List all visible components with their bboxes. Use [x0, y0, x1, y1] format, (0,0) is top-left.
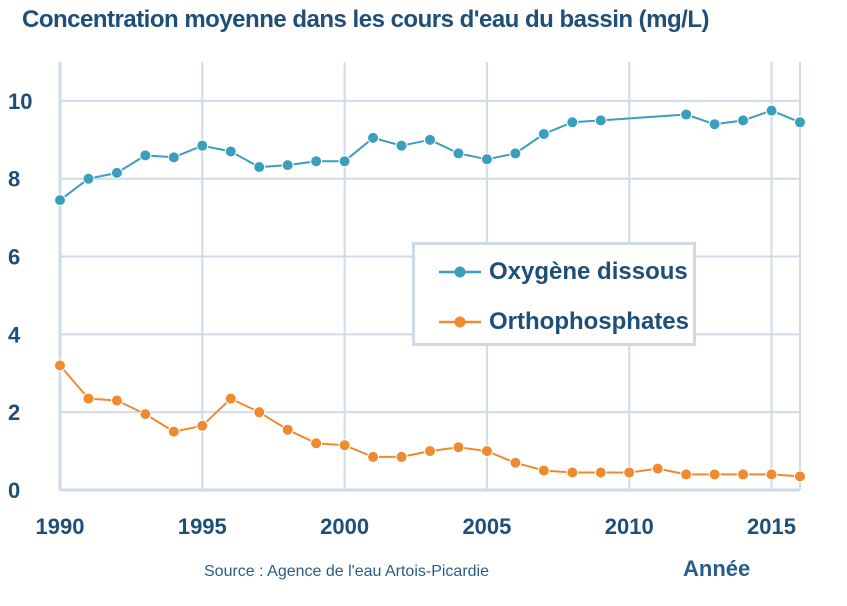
series-0	[54, 104, 806, 207]
series-1-point-2009	[594, 466, 607, 479]
y-tick-label-6: 6	[8, 245, 20, 270]
series-1-point-1996	[224, 392, 237, 405]
legend-marker-1	[439, 316, 481, 328]
legend-marker-0	[439, 266, 481, 278]
series-0-point-2005	[480, 153, 493, 166]
y-tick-label-10: 10	[8, 89, 32, 114]
x-axis-label: Année	[683, 556, 751, 581]
series-1-point-2003	[424, 445, 436, 458]
series-1-point-2010	[623, 466, 636, 479]
series-1	[54, 359, 806, 483]
series-0-point-2015	[765, 104, 778, 117]
x-tick-label-1995: 1995	[178, 514, 227, 539]
series-1-point-2011	[651, 462, 664, 475]
series-1-point-2004	[452, 441, 465, 454]
x-tick-label-2010: 2010	[605, 514, 654, 539]
series-0-point-2003	[424, 133, 436, 146]
x-tick-label-2005: 2005	[462, 514, 511, 539]
series-0-point-2000	[338, 155, 351, 168]
series-1-point-1994	[167, 425, 180, 438]
y-tick-label-0: 0	[8, 478, 20, 503]
legend-label-0: Oxygène dissous	[489, 258, 688, 285]
chart-title: Concentration moyenne dans les cours d'e…	[22, 6, 710, 33]
series-1-point-1998	[281, 423, 294, 436]
series-1-point-2008	[566, 466, 579, 479]
series-0-point-1990	[54, 194, 66, 207]
series-1-point-1995	[196, 419, 209, 432]
legend-item-0: Oxygène dissous	[437, 257, 688, 287]
series-1-point-2014	[737, 468, 750, 481]
legend-label-1: Orthophosphates	[489, 308, 690, 335]
series-0-point-1995	[196, 139, 209, 152]
y-tick-label-4: 4	[8, 322, 21, 347]
series-0-point-2007	[537, 127, 550, 140]
series-0-point-2013	[708, 118, 721, 131]
series-1-point-2002	[395, 450, 408, 463]
series-0-point-2009	[594, 114, 607, 127]
series-1-point-2001	[367, 450, 380, 463]
series-layer	[54, 104, 806, 483]
series-line-1	[59, 364, 801, 478]
source-note: Source : Agence de l'eau Artois-Picardie	[204, 563, 489, 580]
series-1-point-2015	[765, 468, 778, 481]
y-tick-label-2: 2	[8, 400, 20, 425]
series-0-point-1997	[253, 161, 266, 174]
series-0-point-2012	[680, 108, 693, 121]
x-tick-label-2000: 2000	[320, 514, 369, 539]
series-0-point-2008	[566, 116, 579, 129]
series-1-point-2005	[480, 445, 493, 458]
series-0-point-1993	[139, 149, 152, 162]
series-1-point-1990	[54, 359, 66, 372]
x-tick-label-2015: 2015	[747, 514, 796, 539]
series-0-point-2004	[452, 147, 465, 160]
series-1-point-2007	[537, 464, 550, 477]
series-0-point-1998	[281, 159, 294, 172]
series-1-point-1993	[139, 408, 152, 421]
legend-item-1: Orthophosphates	[437, 307, 689, 337]
series-0-point-1991	[82, 172, 95, 185]
series-0-point-2002	[395, 139, 408, 152]
series-1-point-2016	[794, 470, 806, 483]
series-1-point-1997	[253, 406, 266, 419]
series-1-point-1991	[82, 392, 95, 405]
series-0-point-1996	[224, 145, 237, 158]
series-1-point-1992	[110, 394, 123, 407]
series-1-point-2012	[680, 468, 693, 481]
series-1-point-2006	[509, 456, 522, 469]
series-0-point-2016	[794, 116, 806, 129]
y-tick-label-8: 8	[8, 167, 20, 192]
series-0-point-2006	[509, 147, 522, 160]
axes	[58, 62, 800, 492]
series-1-point-1999	[310, 437, 323, 450]
series-0-point-2001	[367, 131, 380, 144]
series-1-point-2000	[338, 439, 351, 452]
series-0-point-1994	[167, 151, 180, 164]
series-0-point-1999	[310, 155, 323, 168]
legend: Oxygène dissous Orthophosphates	[412, 242, 696, 346]
series-0-point-2014	[737, 114, 750, 127]
x-tick-labels: 1990 1995 2000 2005 2010 2015	[36, 514, 796, 539]
x-tick-label-1990: 1990	[36, 514, 85, 539]
series-1-point-2013	[708, 468, 721, 481]
series-0-point-1992	[110, 166, 123, 179]
y-tick-labels: 0 2 4 6 8 10	[8, 89, 32, 503]
